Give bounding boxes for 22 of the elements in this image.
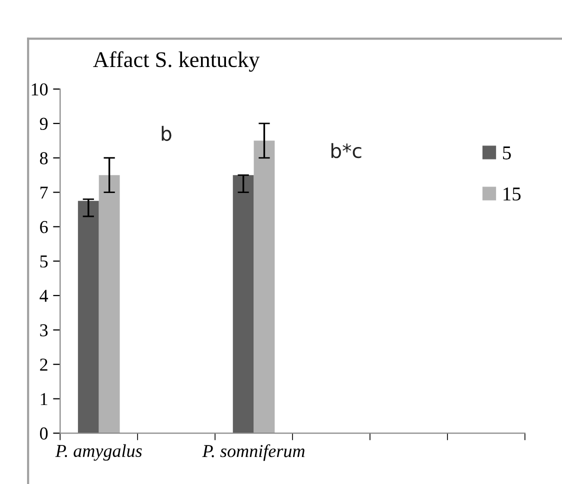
bar <box>254 140 275 434</box>
legend-label: 15 <box>504 188 521 201</box>
y-tick-label: 0 <box>40 427 48 440</box>
y-tick-label: 8 <box>40 152 48 164</box>
annotation: b <box>162 126 172 141</box>
y-tick-label: 1 <box>40 393 48 406</box>
y-tick-label: 4 <box>40 290 48 302</box>
x-tick-label: P. somniferum <box>202 444 305 461</box>
bar <box>98 175 120 434</box>
y-tick-label: 10 <box>32 83 48 96</box>
legend-label: 5 <box>503 146 511 160</box>
y-tick-label: 6 <box>40 221 48 234</box>
bar <box>78 200 99 434</box>
y-tick-label: 9 <box>40 118 48 130</box>
y-tick-label: 3 <box>40 324 48 336</box>
y-tick-label: 7 <box>40 186 48 199</box>
x-tick-label: P. amygalus <box>55 444 142 461</box>
y-tick-label: 2 <box>40 358 48 371</box>
y-tick-label: 5 <box>40 256 48 268</box>
annotation: b*c <box>331 143 362 158</box>
chart-title: Affact S. kentucky <box>93 51 260 72</box>
bar <box>232 175 254 434</box>
